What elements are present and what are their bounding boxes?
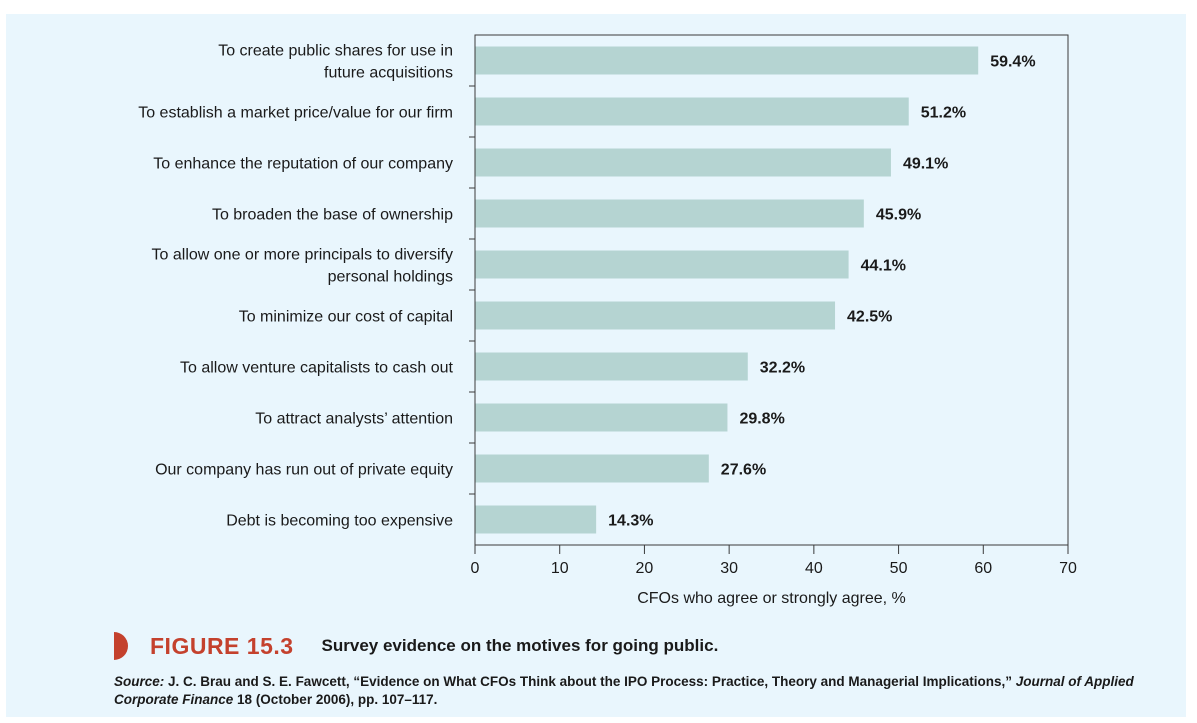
bar — [475, 403, 728, 432]
category-label: future acquisitions — [324, 65, 453, 82]
bar — [475, 148, 891, 177]
bar — [475, 250, 849, 279]
source-text-after: 18 (October 2006), pp. 107–117. — [237, 692, 438, 707]
category-label: To allow venture capitalists to cash out — [180, 360, 454, 377]
x-tick-label: 20 — [636, 560, 654, 577]
category-label: To create public shares for use in — [218, 43, 453, 60]
source-text-before: J. C. Brau and S. E. Fawcett, “Evidence … — [168, 674, 1012, 689]
x-axis-title: CFOs who agree or strongly agree, % — [637, 590, 906, 607]
bar — [475, 454, 709, 483]
bar-value-label: 44.1% — [861, 258, 906, 275]
x-tick-label: 0 — [471, 560, 480, 577]
bar — [475, 46, 979, 75]
bar — [475, 97, 909, 126]
x-tick-label: 50 — [890, 560, 908, 577]
labels-group: 59.4% To create public shares for use in f… — [138, 43, 1077, 608]
bar-value-label: 59.4% — [990, 54, 1035, 71]
category-label: To broaden the base of ownership — [212, 207, 453, 224]
category-label: To establish a market price/value for ou… — [138, 105, 453, 122]
bar-value-label: 51.2% — [921, 105, 966, 122]
x-tick-label: 30 — [720, 560, 738, 577]
category-label: Our company has run out of private equit… — [155, 462, 453, 479]
x-tick-label: 40 — [805, 560, 823, 577]
category-label: To enhance the reputation of our company — [153, 156, 453, 173]
figure-marker-icon — [114, 632, 128, 660]
bar-value-label: 49.1% — [903, 156, 948, 173]
bar-chart: 59.4% To create public shares for use in f… — [138, 34, 1077, 608]
bar — [475, 505, 597, 534]
source-note: Source: J. C. Brau and S. E. Fawcett, “E… — [114, 673, 1134, 709]
axes-group — [469, 34, 1069, 554]
figure-caption: FIGURE 15.3 Survey evidence on the motiv… — [114, 632, 718, 660]
figure-panel: 59.4% To create public shares for use in f… — [6, 14, 1186, 717]
x-tick-label: 70 — [1059, 560, 1077, 577]
category-label: personal holdings — [328, 269, 453, 286]
bar-value-label: 42.5% — [847, 309, 892, 326]
source-journal: Journal of Applied Corporate Finance — [114, 674, 1134, 707]
bar — [475, 301, 836, 330]
figure-number: FIGURE 15.3 — [150, 632, 294, 659]
category-label: Debt is becoming too expensive — [226, 513, 453, 530]
bar-value-label: 29.8% — [739, 411, 784, 428]
bar-value-label: 27.6% — [721, 462, 766, 479]
x-tick-label: 60 — [974, 560, 992, 577]
bar — [475, 199, 864, 228]
category-label: To attract analysts’ attention — [255, 411, 453, 428]
bar-value-label: 32.2% — [760, 360, 805, 377]
bars-group — [475, 46, 979, 534]
category-label: To minimize our cost of capital — [239, 309, 453, 326]
x-tick-label: 10 — [551, 560, 569, 577]
category-label: To allow one or more principals to diver… — [152, 247, 453, 264]
bar — [475, 352, 748, 381]
source-label: Source: — [114, 674, 165, 689]
bar-value-label: 45.9% — [876, 207, 921, 224]
bar-value-label: 14.3% — [608, 513, 653, 530]
figure-title: Survey evidence on the motives for going… — [321, 636, 719, 655]
